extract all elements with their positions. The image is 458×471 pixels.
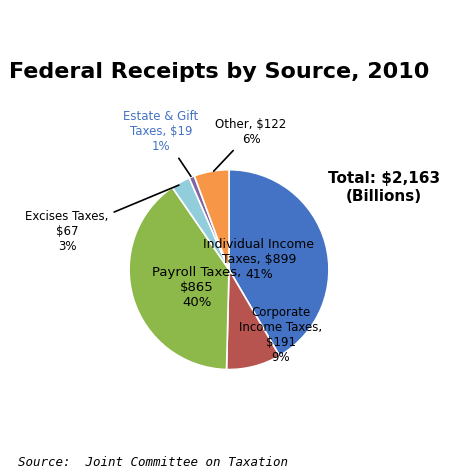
Text: Source:  Joint Committee on Taxation: Source: Joint Committee on Taxation bbox=[18, 456, 289, 469]
Text: Federal Receipts by Source, 2010: Federal Receipts by Source, 2010 bbox=[9, 62, 430, 82]
Text: Corporate
Income Taxes,
$191
9%: Corporate Income Taxes, $191 9% bbox=[240, 306, 322, 364]
Wedge shape bbox=[229, 170, 329, 356]
Text: Estate & Gift
Taxes, $19
1%: Estate & Gift Taxes, $19 1% bbox=[123, 110, 199, 177]
Text: Other, $122
6%: Other, $122 6% bbox=[213, 118, 287, 171]
Text: Individual Income
Taxes, $899
41%: Individual Income Taxes, $899 41% bbox=[203, 238, 315, 281]
Text: Payroll Taxes,
$865
40%: Payroll Taxes, $865 40% bbox=[153, 266, 242, 309]
Text: Total: $2,163
(Billions): Total: $2,163 (Billions) bbox=[328, 171, 440, 204]
Wedge shape bbox=[194, 170, 229, 269]
Wedge shape bbox=[227, 269, 279, 370]
Wedge shape bbox=[172, 178, 229, 269]
Wedge shape bbox=[189, 176, 229, 269]
Text: Excises Taxes,
$67
3%: Excises Taxes, $67 3% bbox=[26, 185, 179, 253]
Wedge shape bbox=[129, 187, 229, 370]
